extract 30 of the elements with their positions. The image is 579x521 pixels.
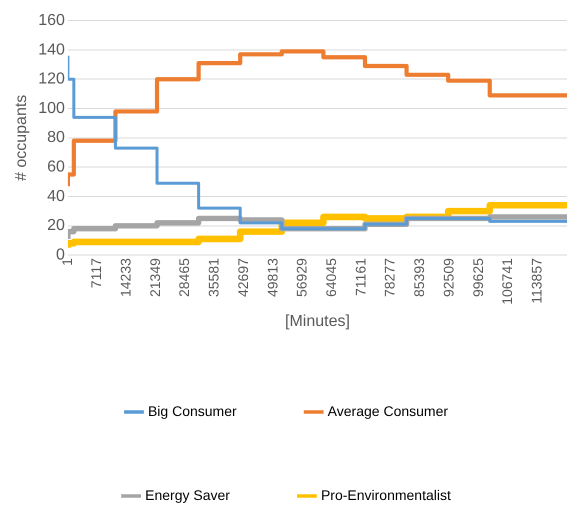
- x-tick-label: 14233: [117, 258, 134, 298]
- x-tick-label: 92509: [440, 258, 456, 298]
- y-tick-label: 160: [38, 12, 65, 30]
- y-tick-label: 60: [47, 158, 65, 176]
- y-tick-label: 40: [47, 188, 65, 205]
- y-tick-label: 20: [47, 217, 65, 234]
- x-tick-label: 113857: [528, 258, 545, 304]
- x-tick-label: 21349: [146, 258, 163, 298]
- x-tick-label: 56929: [294, 258, 310, 298]
- x-tick-label: 42697: [234, 258, 251, 298]
- x-axis-title: [Minutes]: [284, 312, 350, 330]
- x-tick-label: 78277: [382, 258, 398, 298]
- legend-label: Pro-Environmentalist: [320, 486, 451, 503]
- y-tick-label: 140: [38, 41, 65, 58]
- x-tick-label: 7117: [88, 258, 104, 288]
- x-tick-label: 99625: [470, 258, 486, 298]
- y-tick-label: 80: [47, 129, 65, 146]
- x-tick-label: 106741: [499, 258, 516, 305]
- legend-label: Energy Saver: [145, 486, 230, 503]
- x-tick-label: 85393: [411, 258, 428, 298]
- x-tick-label: 71161: [352, 258, 368, 296]
- y-tick-label: 120: [38, 70, 65, 88]
- y-tick-label: 100: [38, 100, 65, 117]
- x-tick-label: 35581: [206, 258, 222, 298]
- y-axis-title: # occupants: [13, 94, 30, 181]
- x-tick-label: 64045: [323, 258, 340, 298]
- x-tick-label: 28465: [176, 258, 192, 298]
- x-tick-label: 49813: [264, 258, 280, 298]
- legend-label: Big Consumer: [148, 402, 238, 419]
- legend-label: Average Consumer: [328, 402, 448, 419]
